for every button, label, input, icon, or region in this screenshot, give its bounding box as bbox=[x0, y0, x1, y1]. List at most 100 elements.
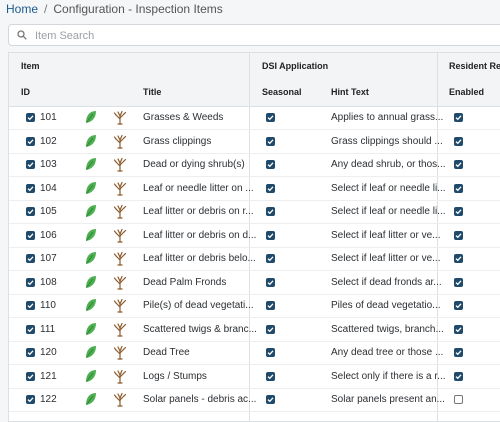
hint-text: Select if leaf litter or ve... bbox=[331, 253, 441, 264]
seasonal-checkbox[interactable] bbox=[266, 113, 275, 122]
enabled-checkbox[interactable] bbox=[454, 371, 463, 381]
hint-text: Grass clippings should ... bbox=[331, 135, 443, 147]
item-id: 107 bbox=[40, 253, 57, 264]
seasonal-checkbox[interactable] bbox=[266, 348, 275, 357]
leaf-icon bbox=[85, 392, 97, 409]
row-select-checkbox[interactable] bbox=[26, 207, 35, 216]
item-title: Leaf or needle litter on ... bbox=[143, 182, 254, 194]
leaf-icon bbox=[85, 228, 97, 245]
seasonal-checkbox[interactable] bbox=[266, 324, 275, 334]
leaf-icon bbox=[85, 275, 97, 292]
item-title: Leaf litter or debris belo... bbox=[143, 253, 256, 264]
breadcrumb: Home / Configuration - Inspection Items bbox=[6, 2, 223, 16]
row-select-checkbox[interactable] bbox=[26, 254, 35, 263]
item-title: Dead or dying shrub(s) bbox=[143, 159, 245, 170]
row-select-checkbox[interactable] bbox=[26, 230, 35, 240]
row-select-checkbox[interactable] bbox=[26, 348, 35, 357]
seasonal-checkbox[interactable] bbox=[266, 277, 275, 287]
enabled-checkbox[interactable] bbox=[454, 183, 463, 193]
enabled-checkbox[interactable] bbox=[454, 301, 463, 310]
item-id: 103 bbox=[40, 159, 57, 170]
leaf-icon bbox=[85, 345, 97, 362]
table-row[interactable]: 107 Leaf litter or debris belo... Select i… bbox=[9, 247, 500, 271]
search-box[interactable] bbox=[8, 24, 500, 46]
table-row[interactable]: 103 Dead or dying shrub(s) Any dead shrub,… bbox=[9, 153, 500, 177]
item-title: Dead Palm Fronds bbox=[143, 276, 227, 288]
row-select-checkbox[interactable] bbox=[26, 183, 35, 193]
row-select-checkbox[interactable] bbox=[26, 395, 35, 404]
enabled-checkbox[interactable] bbox=[454, 230, 463, 240]
table-row[interactable]: 121 Logs / Stumps Select only if there is … bbox=[9, 365, 500, 389]
seasonal-checkbox[interactable] bbox=[266, 183, 275, 193]
row-select-checkbox[interactable] bbox=[26, 277, 35, 287]
seasonal-checkbox[interactable] bbox=[266, 207, 275, 216]
table-row[interactable]: 120 Dead Tree Any dead tree or those ... bbox=[9, 341, 500, 365]
leaf-icon bbox=[85, 251, 97, 268]
item-title: Solar panels - debris ac... bbox=[143, 394, 257, 405]
breadcrumb-home-link[interactable]: Home bbox=[6, 2, 39, 16]
enabled-checkbox[interactable] bbox=[454, 277, 463, 287]
row-select-checkbox[interactable] bbox=[26, 113, 35, 122]
table-row[interactable]: 104 Leaf or needle litter on ... Select if… bbox=[9, 177, 500, 201]
seasonal-checkbox[interactable] bbox=[266, 160, 275, 169]
table-row[interactable]: 101 Grasses & Weeds Applies to annual gras… bbox=[9, 106, 500, 130]
leaf-icon bbox=[85, 181, 97, 198]
table-row[interactable]: 122 Solar panels - debris ac... Solar pane… bbox=[9, 388, 500, 412]
breadcrumb-current: Configuration - Inspection Items bbox=[53, 2, 223, 16]
hint-text: Any dead tree or those ... bbox=[331, 347, 444, 358]
search-input[interactable] bbox=[33, 26, 477, 46]
seasonal-checkbox[interactable] bbox=[266, 136, 275, 146]
row-select-checkbox[interactable] bbox=[26, 301, 35, 310]
seasonal-checkbox[interactable] bbox=[266, 230, 275, 240]
seasonal-checkbox[interactable] bbox=[266, 395, 275, 404]
item-id: 121 bbox=[40, 370, 57, 382]
enabled-checkbox[interactable] bbox=[454, 113, 463, 122]
row-select-checkbox[interactable] bbox=[26, 160, 35, 169]
column-header-title[interactable]: Title bbox=[143, 87, 162, 97]
item-id: 102 bbox=[40, 135, 57, 147]
table-row[interactable]: 106 Leaf litter or debris on d... Select i… bbox=[9, 224, 500, 248]
table-row[interactable]: 111 Scattered twigs & branc... Scattered t… bbox=[9, 318, 500, 342]
leaf-icon bbox=[85, 204, 97, 221]
seasonal-checkbox[interactable] bbox=[266, 301, 275, 310]
column-header-seasonal[interactable]: Seasonal bbox=[262, 87, 302, 97]
column-header-enabled[interactable]: Enabled bbox=[449, 87, 485, 97]
tree-icon bbox=[113, 322, 127, 340]
column-header-id[interactable]: ID bbox=[21, 87, 30, 97]
enabled-checkbox[interactable] bbox=[454, 324, 463, 334]
leaf-icon bbox=[85, 110, 97, 127]
leaf-icon bbox=[85, 134, 97, 151]
tree-icon bbox=[113, 134, 127, 152]
hint-text: Select only if there is a r... bbox=[331, 370, 446, 382]
tree-icon bbox=[113, 157, 127, 175]
seasonal-checkbox[interactable] bbox=[266, 254, 275, 263]
item-title: Pile(s) of dead vegetati... bbox=[143, 300, 254, 311]
breadcrumb-separator: / bbox=[44, 2, 48, 16]
enabled-checkbox[interactable] bbox=[454, 348, 463, 357]
enabled-checkbox[interactable] bbox=[454, 136, 463, 146]
row-select-checkbox[interactable] bbox=[26, 136, 35, 146]
item-id: 110 bbox=[40, 300, 56, 311]
row-select-checkbox[interactable] bbox=[26, 371, 35, 381]
item-id: 120 bbox=[40, 347, 57, 358]
enabled-checkbox[interactable] bbox=[454, 395, 463, 404]
enabled-checkbox[interactable] bbox=[454, 254, 463, 263]
table-row[interactable]: 102 Grass clippings Grass clippings should… bbox=[9, 130, 500, 154]
row-select-checkbox[interactable] bbox=[26, 324, 35, 334]
hint-text: Piles of dead vegetatio... bbox=[331, 300, 441, 311]
leaf-icon bbox=[85, 369, 97, 386]
tree-icon bbox=[113, 228, 127, 246]
item-id: 104 bbox=[40, 182, 57, 194]
hint-text: Any dead shrub, or thos... bbox=[331, 159, 446, 170]
seasonal-checkbox[interactable] bbox=[266, 371, 275, 381]
tree-icon bbox=[113, 392, 127, 410]
table-row[interactable]: 110 Pile(s) of dead vegetati... Piles of d… bbox=[9, 294, 500, 318]
table-row[interactable]: 105 Leaf litter or debris on r... Select i… bbox=[9, 200, 500, 224]
group-header-item: Item bbox=[21, 61, 40, 71]
table-row[interactable]: 108 Dead Palm Fronds Select if dead fronds… bbox=[9, 271, 500, 295]
column-header-row: ID Title Seasonal Hint Text Enabled bbox=[9, 78, 500, 107]
column-header-hint-text[interactable]: Hint Text bbox=[331, 87, 369, 97]
item-id: 108 bbox=[40, 276, 57, 288]
enabled-checkbox[interactable] bbox=[454, 207, 463, 216]
enabled-checkbox[interactable] bbox=[454, 160, 463, 169]
